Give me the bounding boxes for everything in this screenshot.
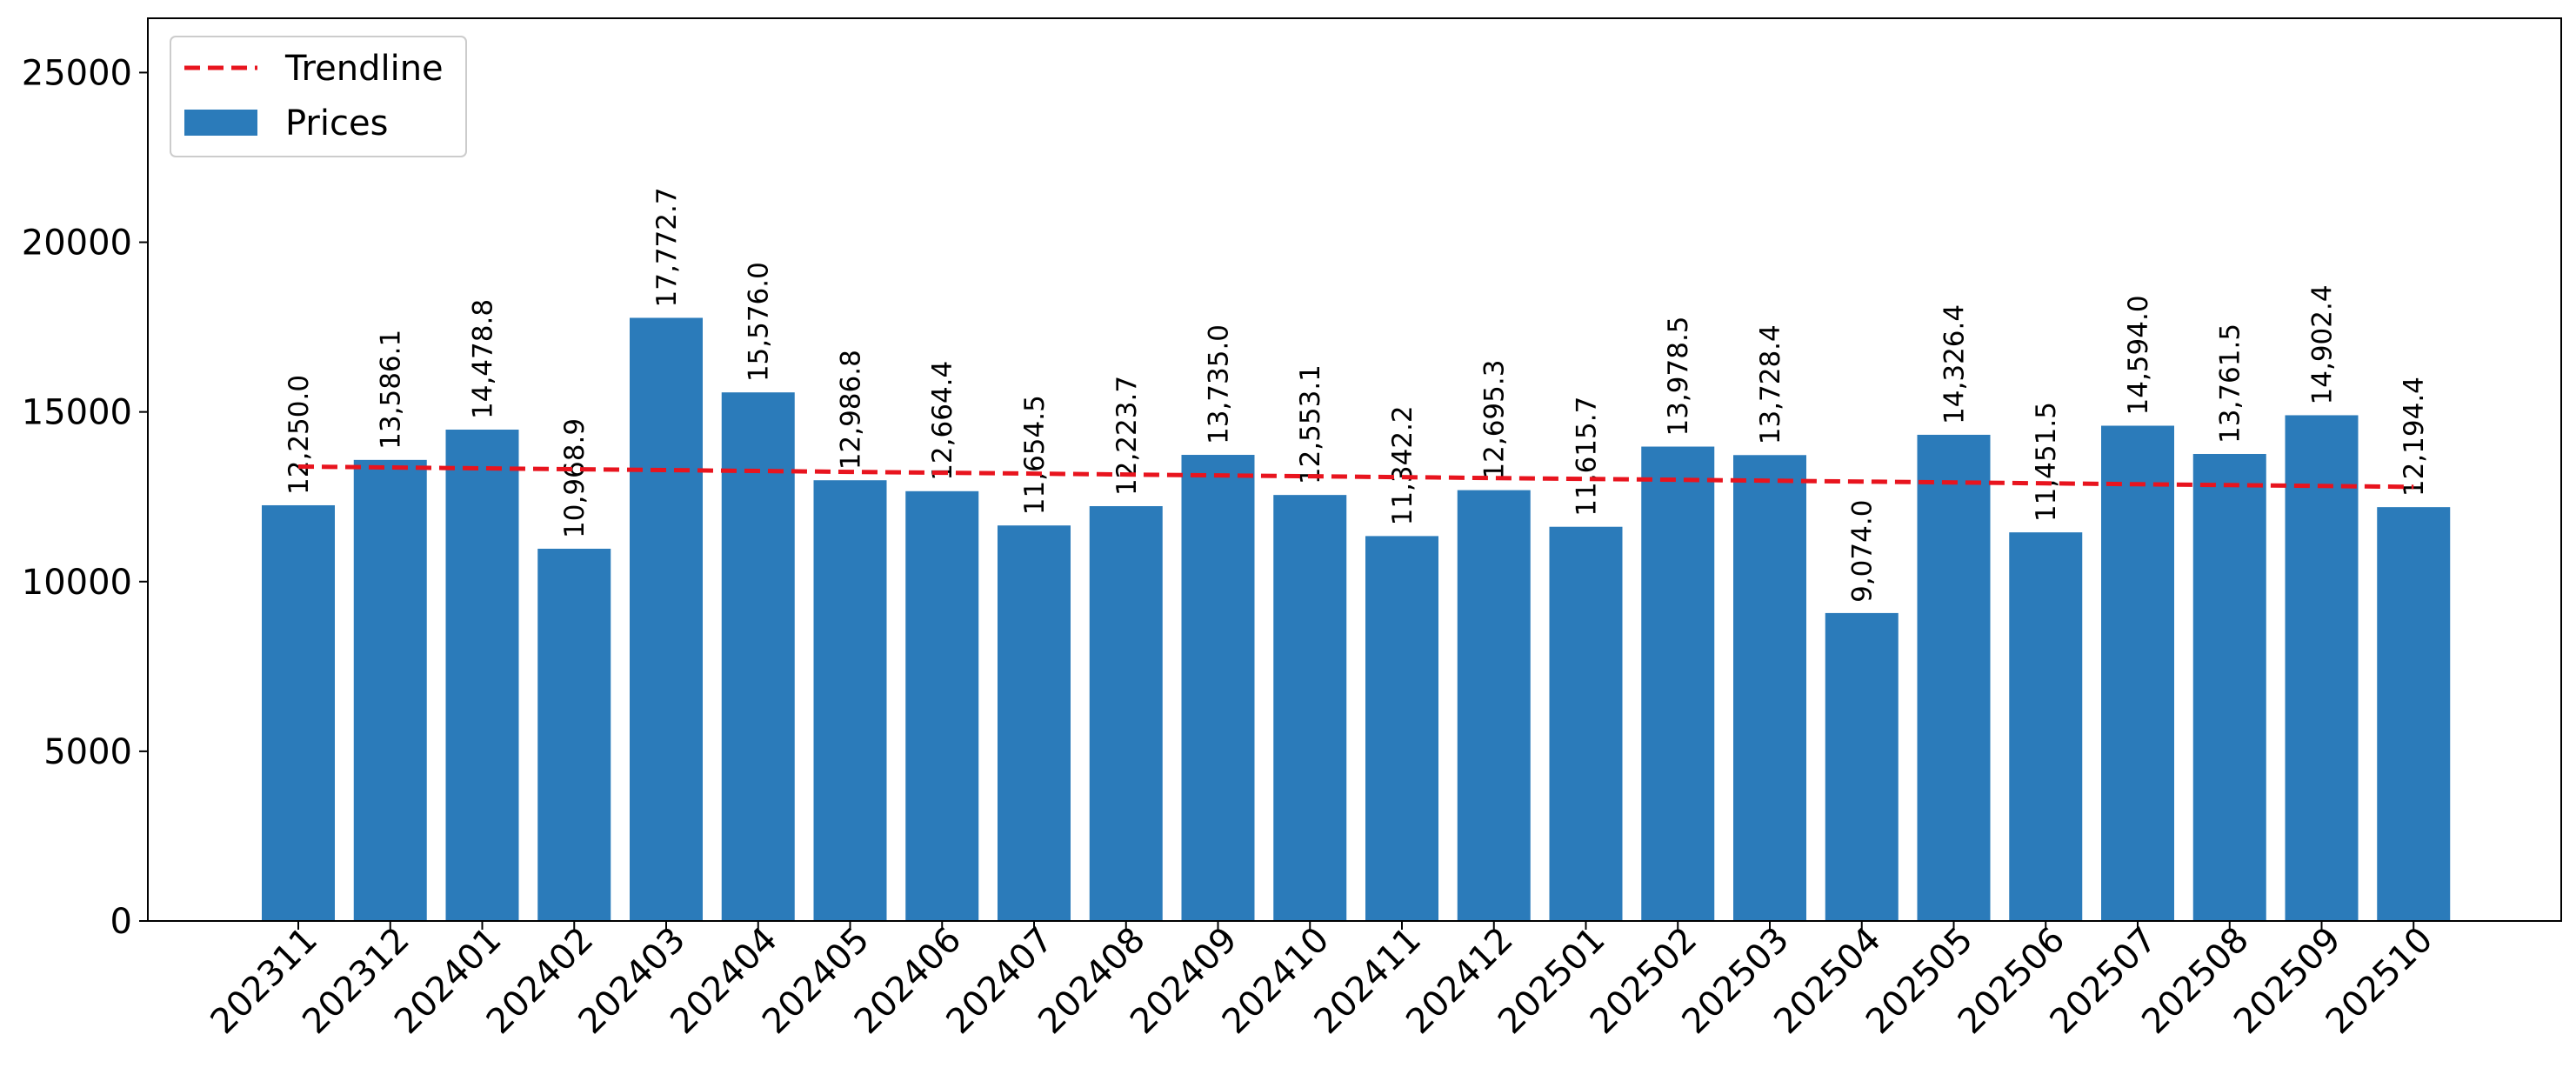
bar-202503	[1733, 455, 1806, 921]
bar-202502	[1641, 446, 1715, 921]
data-label-202507: 14,594.0	[2123, 295, 2154, 415]
x-axis: 2023112023122024012024022024032024042024…	[204, 920, 2441, 1043]
bar-202507	[2101, 425, 2174, 921]
legend-prices-label: Prices	[285, 103, 388, 143]
legend-trendline-label: Trendline	[284, 49, 444, 89]
bar-202404	[721, 392, 795, 921]
data-label-202509: 14,902.4	[2307, 284, 2339, 404]
trendline	[297, 464, 2414, 490]
data-label-202504: 9,074.0	[1847, 500, 1879, 603]
bar-202501	[1549, 526, 1623, 921]
bar-202403	[630, 317, 703, 921]
bars-group	[262, 317, 2451, 922]
bar-202406	[905, 490, 979, 921]
bar-202407	[998, 525, 1071, 921]
data-label-202405: 12,986.8	[836, 350, 867, 470]
data-label-202510: 12,194.4	[2399, 377, 2430, 497]
data-label-202411: 11,342.2	[1387, 405, 1418, 525]
data-label-202407: 11,654.5	[1019, 395, 1051, 515]
bar-202410	[1273, 495, 1347, 921]
data-label-202503: 13,728.4	[1755, 324, 1786, 444]
y-tick-label: 15000	[22, 393, 132, 433]
bar-202402	[537, 548, 611, 921]
bar-202412	[1457, 490, 1531, 921]
data-labels-group: 12,250.0 13,586.1 14,478.8 10,968.9 17,772.7…	[284, 187, 2430, 602]
bar-202409	[1181, 455, 1255, 921]
y-tick-label: 10000	[22, 563, 132, 603]
data-label-202412: 12,695.3	[1479, 360, 1511, 480]
data-label-202506: 11,451.5	[2031, 402, 2062, 522]
bar-202411	[1365, 536, 1438, 921]
data-label-202410: 12,553.1	[1295, 364, 1326, 484]
data-label-202505: 14,326.4	[1939, 304, 1971, 424]
data-label-202311: 12,250.0	[284, 375, 315, 495]
bar-202408	[1089, 506, 1163, 921]
data-label-202408: 12,223.7	[1111, 376, 1143, 496]
data-label-202312: 13,586.1	[376, 330, 407, 450]
plot-frame	[147, 17, 2562, 922]
data-label-202409: 13,735.0	[1204, 324, 1235, 444]
bar-202510	[2377, 507, 2451, 921]
y-tick-label: 5000	[43, 732, 132, 772]
bar-202509	[2285, 415, 2359, 922]
data-label-202404: 15,576.0	[744, 262, 775, 382]
data-label-202402: 10,968.9	[559, 418, 591, 538]
data-label-202502: 13,978.5	[1663, 316, 1694, 436]
y-axis: 0 5000 10000 15000 20000 25000	[22, 53, 148, 942]
bar-202505	[1917, 434, 1991, 921]
bar-202401	[445, 430, 519, 921]
y-tick-label: 25000	[22, 53, 132, 93]
data-label-202403: 17,772.7	[651, 187, 683, 307]
data-label-202401: 14,478.8	[468, 299, 499, 419]
data-label-202406: 12,664.4	[927, 361, 958, 481]
data-label-202501: 11,615.7	[1572, 397, 1603, 517]
bar-202312	[353, 459, 427, 921]
bar-202508	[2192, 453, 2266, 921]
y-tick-label: 0	[110, 902, 132, 942]
bar-202504	[1825, 612, 1899, 921]
legend: Trendline Prices	[170, 36, 467, 157]
legend-prices-swatch	[184, 110, 257, 136]
bar-202506	[2009, 532, 2083, 921]
y-tick-label: 20000	[22, 224, 132, 264]
data-label-202508: 13,761.5	[2215, 324, 2246, 444]
bar-202405	[813, 480, 887, 921]
bar-202311	[262, 504, 335, 921]
